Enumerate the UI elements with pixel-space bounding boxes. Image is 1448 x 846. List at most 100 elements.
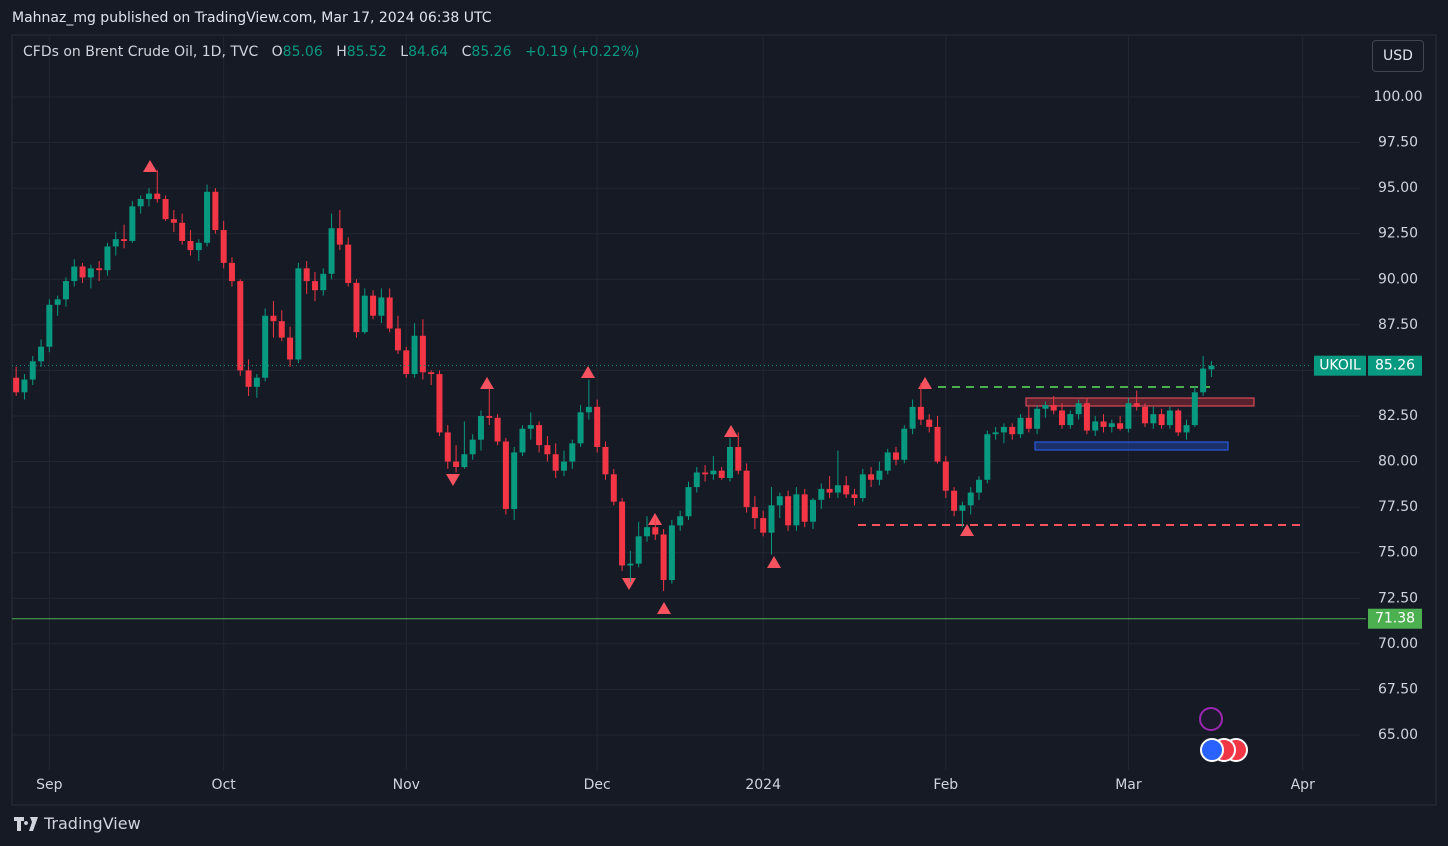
currency-button[interactable]: USD <box>1372 40 1424 72</box>
candle-body <box>685 487 692 517</box>
candle-body <box>627 563 634 566</box>
candle-body <box>785 496 792 526</box>
candle-body <box>502 441 509 509</box>
candle-body <box>386 297 393 329</box>
candle-body <box>1183 425 1190 433</box>
x-tick-label: 2024 <box>745 777 781 793</box>
candle-body <box>1158 414 1165 426</box>
candle-body <box>726 446 733 478</box>
y-tick-label: 87.50 <box>1378 317 1418 333</box>
swing-low <box>657 602 671 614</box>
brand-name: TradingView <box>44 814 141 833</box>
candle-body <box>585 406 592 413</box>
candle-body <box>121 239 128 241</box>
candle-body <box>1125 403 1132 429</box>
candle-body <box>287 337 294 360</box>
candle-body <box>552 454 559 471</box>
y-tick-label: 67.50 <box>1378 681 1418 697</box>
swing-high <box>918 377 932 389</box>
candle-body <box>54 299 61 305</box>
candles <box>13 169 1215 591</box>
supply-zone <box>1025 397 1255 407</box>
event-flag <box>1200 738 1224 762</box>
candle-body <box>353 282 360 333</box>
candle-body <box>760 518 767 533</box>
candle-body <box>793 494 800 526</box>
candle-body <box>959 505 966 511</box>
last-price-box <box>1368 355 1422 376</box>
swing-markers <box>143 160 974 614</box>
candle-body <box>710 470 717 475</box>
candle-body <box>228 262 235 282</box>
candle-body <box>1083 403 1090 431</box>
swing-high <box>480 377 494 389</box>
candle-body <box>884 452 891 471</box>
candle-body <box>619 501 626 566</box>
candle-body <box>419 335 426 373</box>
ohlc-value: 84.64 <box>408 44 449 60</box>
last-price-label: 85.26 <box>1375 358 1415 374</box>
candle-body <box>1175 410 1182 433</box>
brand-logo <box>14 816 38 831</box>
ohlc-key: L <box>400 44 409 60</box>
candle-body <box>843 485 850 495</box>
candle-body <box>743 470 750 508</box>
y-tick-label: 100.00 <box>1374 89 1423 105</box>
y-tick-label: 77.50 <box>1378 499 1418 515</box>
y-tick-label: 75.00 <box>1378 545 1418 561</box>
ohlc-key: O <box>271 44 283 60</box>
candle-body <box>345 244 352 283</box>
demand-zone <box>1034 441 1229 451</box>
candle-body <box>453 461 460 468</box>
candle-body <box>87 268 94 278</box>
candle-body <box>46 304 53 347</box>
candle-body <box>1208 365 1215 370</box>
candle-body <box>253 377 260 387</box>
symbol-box <box>1314 355 1366 376</box>
candle-body <box>635 536 642 564</box>
candle-body <box>909 406 916 429</box>
candle-body <box>1191 392 1198 426</box>
ohlc-value: 85.52 <box>346 44 387 60</box>
candle-body <box>652 527 659 535</box>
y-tick-label: 82.50 <box>1378 408 1418 424</box>
event-icon <box>1199 707 1223 731</box>
candle-body <box>129 206 136 241</box>
candle-body <box>361 295 368 333</box>
x-tick-label: Apr <box>1291 777 1315 793</box>
candle-body <box>1009 426 1016 435</box>
candle-body <box>112 239 119 247</box>
candle-body <box>1000 426 1007 433</box>
candle-body <box>718 470 725 478</box>
candle-body <box>901 428 908 460</box>
candle-body <box>187 240 194 251</box>
candle-body <box>776 496 783 506</box>
candle-body <box>428 372 435 375</box>
candle-body <box>876 470 883 480</box>
candle-body <box>536 425 543 446</box>
candle-body <box>984 434 991 480</box>
candle-body <box>1166 410 1173 426</box>
y-tick-label: 92.50 <box>1378 226 1418 242</box>
candle-body <box>577 412 584 444</box>
candle-body <box>1050 405 1057 411</box>
x-tick-label: Dec <box>584 777 611 793</box>
candle-body <box>926 419 933 427</box>
swing-low <box>622 578 636 590</box>
ohlc-value: 85.26 <box>471 44 512 60</box>
candle-body <box>693 472 700 488</box>
candle-body <box>1034 408 1041 429</box>
ohlc-value: 85.06 <box>282 44 323 60</box>
candle-body <box>62 281 69 300</box>
candle-body <box>370 295 377 316</box>
candle-body <box>660 534 667 581</box>
ohlc-key: C <box>461 44 472 60</box>
candle-body <box>1133 403 1140 407</box>
candle-body <box>262 315 269 378</box>
x-tick-label: Feb <box>933 777 958 793</box>
candle-body <box>461 454 468 468</box>
candle-body <box>1059 410 1066 426</box>
swing-high <box>143 160 157 172</box>
candle-body <box>1017 417 1024 435</box>
brand: TradingView <box>14 814 141 833</box>
